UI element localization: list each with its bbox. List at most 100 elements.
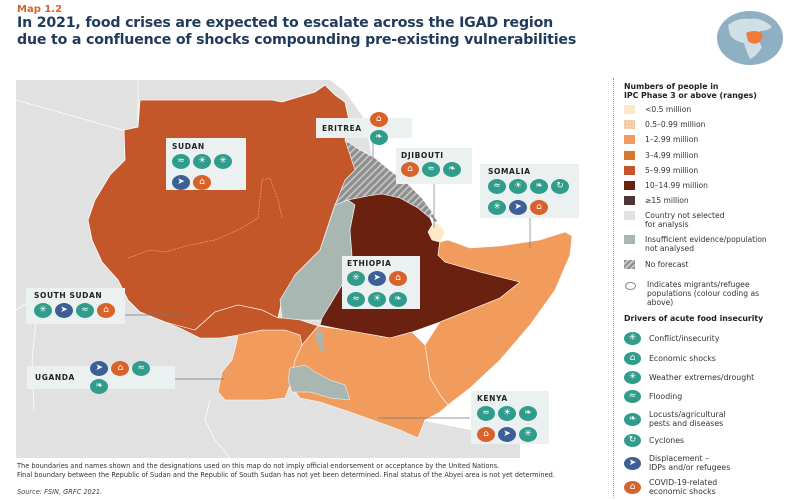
driver-icons: ⌂ ❧ <box>369 111 406 145</box>
flooding-icon: ≈ <box>477 406 495 421</box>
infobox-sudan[interactable]: SUDAN ≈ ☀ ✳ ➤ ⌂ <box>166 138 246 190</box>
covid-icon: ⌂ <box>97 303 115 318</box>
map-background-land-south <box>16 380 520 458</box>
infobox-kenya[interactable]: KENYA ≈ ☀ ❧ ⌂ ➤ ✳ <box>471 391 549 444</box>
legend-range-item: 5–9.99 million <box>624 165 699 175</box>
infobox-ethiopia[interactable]: ETHIOPIA ✳ ➤ ⌂ ≈ ☀ ❧ <box>342 256 420 309</box>
globe-locator-icon <box>717 11 783 65</box>
legend-driver-flooding: ≈ Flooding <box>624 390 682 403</box>
map-legend: Numbers of people in IPC Phase 3 or abov… <box>613 78 800 498</box>
source-note: Source: FSIN, GRFC 2021. <box>17 488 103 496</box>
swatch <box>624 105 635 114</box>
border-line <box>204 399 231 459</box>
legend-range-label: 1–2.99 million <box>645 135 699 145</box>
swatch <box>624 235 635 244</box>
legend-driver-locusts: ❧ Locusts/agricultural pests and diseases <box>624 410 726 428</box>
swatch <box>624 135 635 145</box>
driver-icons: ✳ ➤ ≈ ⌂ <box>34 303 117 318</box>
legend-driver-label: Economic shocks <box>649 354 716 363</box>
country-name: SUDAN <box>172 142 205 151</box>
legend-driver-conflict: ✳ Conflict/insecurity <box>624 332 719 345</box>
covid-icon: ⌂ <box>530 200 548 215</box>
sudan-south-sudan-border <box>127 177 283 259</box>
region-south-sudan <box>164 304 319 346</box>
driver-icons: ≈ ☀ ❧ ↻ ✳ ➤ ⌂ <box>488 179 571 215</box>
legend-range-item: 10–14.99 million <box>624 181 708 190</box>
infobox-somalia[interactable]: SOMALIA ≈ ☀ ❧ ↻ ✳ ➤ ⌂ <box>480 164 579 218</box>
legend-range-item: <0.5 million <box>624 105 691 114</box>
driver-icons: ➤ ⌂ ≈ ❧ <box>90 361 167 394</box>
weather-icon: ☀ <box>193 154 211 169</box>
flooding-icon: ≈ <box>132 361 151 376</box>
covid-icon: ⌂ <box>193 175 211 190</box>
legend-range-label: 5–9.99 million <box>645 165 699 175</box>
page-title: In 2021, food crises are expected to esc… <box>17 15 577 48</box>
conflict-icon: ✳ <box>519 427 537 442</box>
country-name: KENYA <box>477 394 508 403</box>
legend-driver-covid: ⌂ COVID-19-related economic shocks <box>624 478 717 496</box>
country-name: ETHIOPIA <box>347 259 392 268</box>
locusts-icon: ❧ <box>389 292 407 307</box>
legend-driver-label: Locusts/agricultural pests and diseases <box>649 410 726 428</box>
legend-range-label: <0.5 million <box>645 105 692 114</box>
legend-driver-weather: ☀ Weather extremes/drought <box>624 371 754 384</box>
economic-icon: ⌂ <box>624 352 641 365</box>
cyclones-icon: ↻ <box>624 434 641 447</box>
legend-driver-economic: ⌂ Economic shocks <box>624 352 716 365</box>
covid-icon: ⌂ <box>624 480 641 494</box>
border-line <box>31 319 37 411</box>
country-name: ERITREA <box>322 123 362 133</box>
lake-turkana <box>316 328 326 352</box>
legend-driver-label: Cyclones <box>649 436 685 445</box>
flooding-icon: ≈ <box>347 292 365 307</box>
displacement-icon: ➤ <box>368 271 386 286</box>
conflict-icon: ✳ <box>347 271 365 286</box>
displacement-icon: ➤ <box>624 456 641 470</box>
country-name: DJIBOUTI <box>401 151 444 160</box>
locusts-icon: ❧ <box>443 162 461 177</box>
legend-not-selected: Country not selected for analysis <box>624 211 725 229</box>
driver-icons: ⌂ ≈ ❧ <box>401 162 467 177</box>
locusts-icon: ❧ <box>369 129 388 145</box>
flooding-icon: ≈ <box>624 390 641 403</box>
legend-range-item: 3–4.99 million <box>624 150 699 160</box>
country-name: UGANDA <box>35 373 75 382</box>
flooding-icon: ≈ <box>488 179 506 194</box>
infobox-djibouti[interactable]: DJIBOUTI ⌂ ≈ ❧ <box>396 148 472 184</box>
weather-icon: ☀ <box>509 179 527 194</box>
locusts-icon: ❧ <box>530 179 548 194</box>
swatch <box>624 165 635 175</box>
covid-icon: ⌂ <box>401 162 419 177</box>
conflict-icon: ✳ <box>488 200 506 215</box>
displacement-icon: ➤ <box>90 361 109 376</box>
legend-range-item: ≥15 million <box>624 196 689 206</box>
displacement-icon: ➤ <box>498 427 516 442</box>
infobox-uganda[interactable]: UGANDA ➤ ⌂ ≈ ❧ <box>27 361 175 394</box>
covid-icon: ⌂ <box>369 111 388 127</box>
covid-icon: ⌂ <box>389 271 407 286</box>
legend-driver-label: Weather extremes/drought <box>649 373 755 382</box>
weather-icon: ☀ <box>498 406 516 421</box>
displacement-icon: ➤ <box>55 303 73 318</box>
legend-range-label: 3–4.99 million <box>645 150 699 160</box>
infobox-south-sudan[interactable]: SOUTH SUDAN ✳ ➤ ≈ ⌂ <box>26 288 125 324</box>
covid-icon: ⌂ <box>111 361 130 376</box>
swatch <box>624 120 635 130</box>
cyclones-icon: ↻ <box>551 179 569 194</box>
infobox-eritrea[interactable]: ERITREA ⌂ ❧ <box>316 111 412 145</box>
legend-driver-cyclones: ↻ Cyclones <box>624 434 684 447</box>
legend-driver-displacement: ➤ Displacement – IDPs and/or refugees <box>624 454 730 472</box>
disclaimer: The boundaries and names shown and the d… <box>17 462 555 479</box>
legend-range-label: 0.5–0.99 million <box>645 120 706 130</box>
swatch <box>624 211 635 220</box>
driver-icons: ≈ ☀ ❧ ⌂ ➤ ✳ <box>477 406 543 442</box>
region-insufficient-kenya <box>287 364 351 401</box>
legend-driver-label: Conflict/insecurity <box>649 334 720 343</box>
covid-icon: ⌂ <box>477 427 495 442</box>
legend-insufficient: Insufficient evidence/population not anal… <box>624 235 767 253</box>
locusts-icon: ❧ <box>624 412 641 426</box>
displacement-icon: ➤ <box>172 175 190 190</box>
flooding-icon: ≈ <box>172 154 190 169</box>
legend-range-label: ≥15 million <box>645 196 689 206</box>
legend-migrants: Indicates migrants/refugee populations (c… <box>624 280 759 307</box>
